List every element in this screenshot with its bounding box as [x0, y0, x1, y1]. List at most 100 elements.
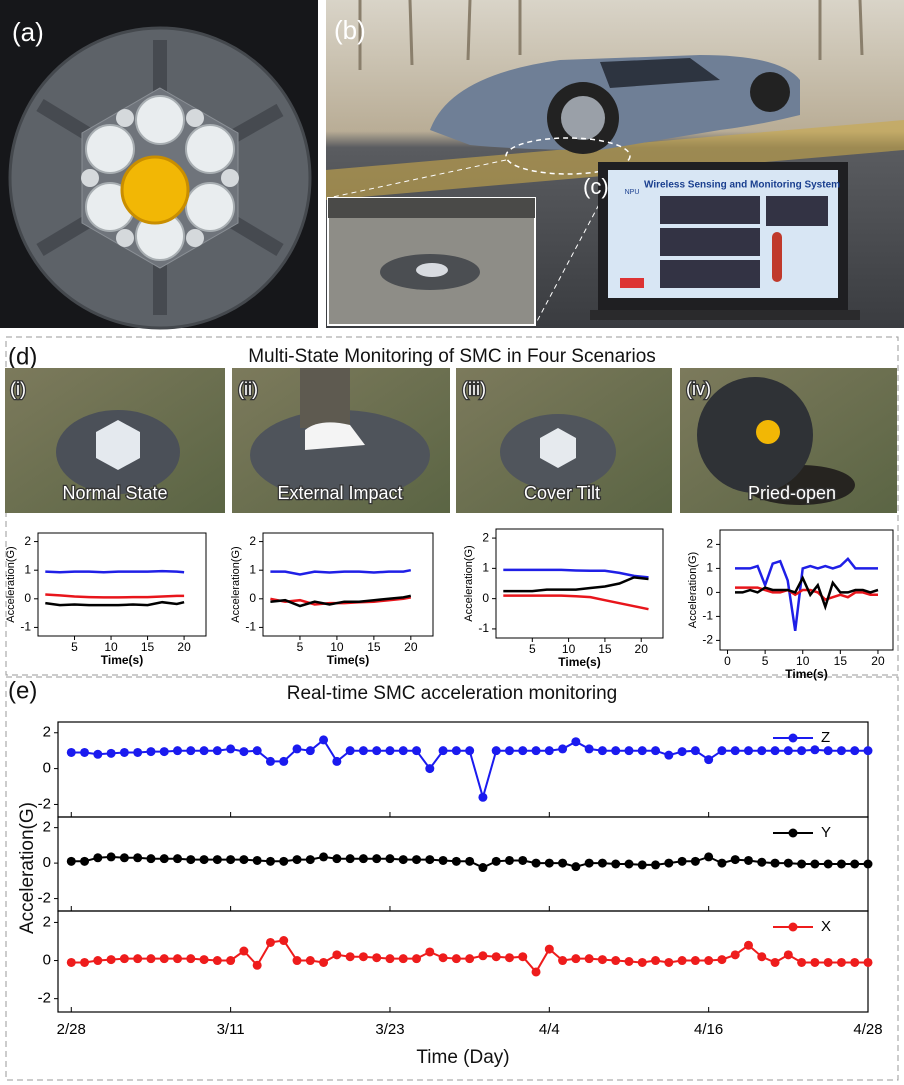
- x-tick-label: 20: [404, 640, 418, 654]
- data-point: [690, 956, 700, 966]
- x-tick-label: 15: [141, 640, 155, 654]
- data-point: [385, 954, 395, 964]
- data-point: [597, 858, 607, 868]
- data-point: [730, 950, 740, 960]
- data-point: [186, 954, 196, 964]
- data-point: [624, 746, 634, 756]
- data-point: [531, 858, 541, 868]
- y-tick-label: -2: [702, 633, 713, 647]
- data-point: [305, 746, 315, 756]
- data-point: [133, 954, 143, 964]
- data-point: [624, 957, 634, 966]
- data-point: [93, 749, 103, 759]
- plot-frame: [37, 532, 207, 637]
- data-point: [66, 957, 76, 967]
- screen-logo: NPU: [625, 189, 640, 196]
- scenario-tag: (ii): [238, 379, 258, 399]
- x-tick-label: 20: [871, 654, 885, 668]
- data-point: [850, 859, 860, 869]
- data-point: [319, 957, 329, 967]
- legend-label: Z: [821, 729, 830, 746]
- data-line: [735, 556, 878, 631]
- data-point: [465, 954, 475, 964]
- data-line: [503, 594, 649, 611]
- data-point: [770, 858, 780, 868]
- y-axis-label: Acceleration(G): [687, 552, 699, 628]
- data-point: [319, 852, 329, 862]
- x-tick-label: 4/4: [539, 1021, 560, 1038]
- data-point: [863, 859, 873, 869]
- data-point: [133, 853, 143, 863]
- data-point: [345, 746, 355, 756]
- data-point: [173, 854, 183, 864]
- y-tick-label: 1: [249, 562, 256, 576]
- data-point: [186, 855, 196, 865]
- data-point: [292, 744, 302, 754]
- data-point: [704, 956, 714, 966]
- screen-title: Wireless Sensing and Monitoring System: [644, 180, 840, 191]
- data-point: [863, 746, 873, 756]
- y-tick-label: 1: [482, 561, 489, 575]
- data-point: [358, 952, 368, 962]
- data-point: [531, 967, 541, 977]
- data-point: [651, 860, 661, 870]
- data-point: [504, 855, 514, 865]
- data-point: [319, 735, 329, 745]
- y-tick-label: 1: [24, 562, 31, 576]
- data-point: [385, 854, 395, 864]
- x-tick-label: 4/16: [694, 1021, 723, 1038]
- data-point: [637, 746, 647, 756]
- panel-frame: [5, 676, 899, 1081]
- x-tick-label: 10: [796, 654, 810, 668]
- data-point: [571, 862, 581, 872]
- data-point: [372, 746, 382, 756]
- data-point: [372, 854, 382, 864]
- y-tick-label: -1: [20, 620, 31, 634]
- y-axis-label: Acceleration(G): [230, 546, 242, 622]
- plot-frame: [719, 529, 894, 651]
- data-line: [503, 568, 649, 579]
- data-point: [212, 956, 222, 966]
- data-line: [735, 586, 878, 602]
- data-point: [239, 946, 249, 956]
- data-point: [425, 947, 435, 957]
- data-point: [279, 936, 289, 946]
- data-point: [597, 746, 607, 756]
- y-tick-label: 0: [43, 854, 51, 871]
- scenario-tag: (i): [10, 379, 26, 399]
- data-point: [226, 956, 236, 966]
- data-point: [558, 858, 568, 868]
- plot-frame: [262, 532, 434, 637]
- data-point: [783, 746, 793, 756]
- data-point: [863, 957, 873, 967]
- data-point: [119, 954, 129, 964]
- x-tick-label: 5: [529, 642, 536, 656]
- data-point: [584, 744, 594, 754]
- data-point: [173, 954, 183, 964]
- data-point: [119, 853, 129, 863]
- y-tick-label: 0: [249, 591, 256, 605]
- x-tick-label: 2/28: [57, 1021, 86, 1038]
- scenario-label: Pried-open: [748, 483, 836, 503]
- y-tick-label: 0: [43, 952, 51, 969]
- scenario-photos: [5, 368, 897, 513]
- x-tick-label: 10: [330, 640, 344, 654]
- data-point: [823, 957, 833, 967]
- data-point: [332, 950, 342, 960]
- data-point: [186, 746, 196, 756]
- data-point: [584, 954, 594, 964]
- x-tick-label: 15: [834, 654, 848, 668]
- data-point: [146, 747, 156, 757]
- data-point: [850, 746, 860, 756]
- scenario-label: Cover Tilt: [524, 483, 600, 503]
- x-tick-label: 20: [177, 640, 191, 654]
- data-point: [451, 856, 461, 866]
- data-point: [451, 746, 461, 756]
- data-point: [358, 854, 368, 864]
- data-point: [398, 746, 408, 756]
- y-tick-label: 0: [43, 760, 51, 777]
- y-tick-label: 0: [706, 585, 713, 599]
- data-point: [677, 956, 687, 966]
- data-point: [823, 859, 833, 869]
- data-point: [757, 952, 767, 962]
